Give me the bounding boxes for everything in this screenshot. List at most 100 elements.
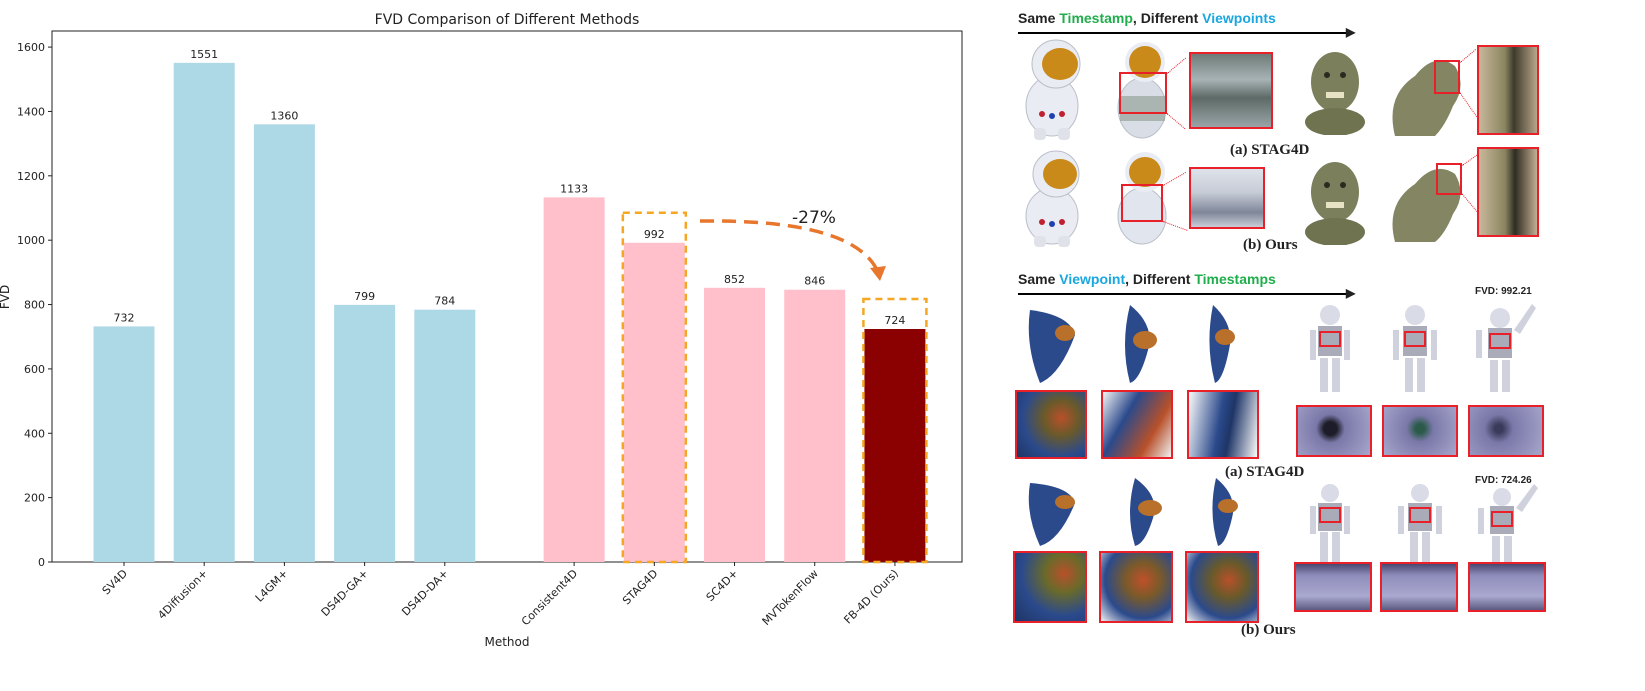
- x-tick-label: SC4D+: [704, 567, 741, 604]
- fish-3-ours: [1212, 478, 1238, 546]
- zoom-inset-fish-3-stag4d: [1187, 390, 1259, 459]
- y-tick-label: 200: [24, 492, 45, 505]
- bottom-header-p2: , Different: [1125, 271, 1195, 287]
- robot-3-stag4d: [1476, 304, 1536, 392]
- zoom-box-head-ours: [1436, 163, 1462, 195]
- top-header-arrow: [1018, 32, 1348, 34]
- zoom-inset-astronaut-ours: [1189, 167, 1265, 229]
- reduction-arrowhead: [870, 266, 886, 281]
- top-header-p3: Viewpoints: [1202, 10, 1276, 26]
- y-tick-label: 800: [24, 299, 45, 312]
- bar-ds4d-da-: [414, 309, 476, 562]
- bar-value-label: 846: [804, 275, 825, 288]
- astronaut-front-ours: [1025, 150, 1080, 247]
- zoom-box-astronaut-ours: [1121, 184, 1163, 222]
- bar-value-label: 852: [724, 273, 745, 286]
- x-tick-label: L4GM+: [253, 567, 291, 605]
- fvd-label-stag4d: FVD: 992.21: [1475, 286, 1532, 297]
- zoom-box-head-stag4d: [1434, 60, 1460, 94]
- bar-mvtokenflow: [784, 289, 846, 562]
- robot-1-ours: [1310, 484, 1350, 562]
- y-axis-label: FVD: [0, 285, 12, 309]
- zoom-inset-robot-1-stag4d: [1296, 405, 1372, 457]
- y-axis: 0 200 400 600 800 1000 1200 1400 1600: [17, 41, 52, 569]
- robot-1-stag4d: [1310, 305, 1350, 392]
- zoom-inset-robot-3-stag4d: [1468, 405, 1544, 457]
- bar-value-label: 1360: [270, 109, 298, 122]
- bar-fb-4d-ours-: [864, 329, 926, 562]
- chart-title: FVD Comparison of Different Methods: [375, 12, 640, 28]
- y-tick-label: 1200: [17, 170, 45, 183]
- head-side-stag4d: [1392, 60, 1461, 136]
- x-axis-label: Method: [484, 635, 529, 649]
- x-tick-label: DS4D-DA+: [399, 567, 451, 619]
- fish-2-ours: [1130, 478, 1162, 546]
- x-tick-label: DS4D-GA+: [319, 567, 371, 619]
- bar-value-label: 732: [114, 311, 135, 324]
- bar-value-label: 799: [354, 290, 375, 303]
- bottom-header-p1: Viewpoint: [1059, 271, 1126, 287]
- zoom-inset-head-stag4d: [1477, 45, 1539, 135]
- x-tick-label: STAG4D: [620, 567, 660, 607]
- highlight-box-fb-4d-ours-: [862, 297, 928, 564]
- fish-1-ours: [1028, 483, 1075, 546]
- astronaut-front-stag4d: [1025, 39, 1081, 140]
- x-tick-label: Consistent4D: [519, 567, 580, 628]
- x-tick-label: SV4D: [100, 567, 130, 597]
- x-tick-label: MVTokenFlow: [760, 567, 821, 628]
- top-header: Same Timestamp, Different Viewpoints ▶: [1018, 10, 1358, 38]
- bar-sv4d: [93, 326, 155, 562]
- bottom-header-p3: Timestamps: [1194, 271, 1276, 287]
- x-tick-label: 4Diffusion+: [155, 567, 210, 622]
- y-tick-label: 1400: [17, 105, 45, 118]
- fish-2-stag4d: [1125, 305, 1157, 383]
- zoom-inset-fish-3-ours: [1185, 551, 1259, 623]
- bar-value-label: 992: [644, 228, 665, 241]
- y-tick-label: 1600: [17, 41, 45, 54]
- fish-1-stag4d: [1028, 310, 1075, 383]
- zoom-inset-fish-1-ours: [1013, 551, 1087, 623]
- y-tick-label: 400: [24, 427, 45, 440]
- bar-value-label: 784: [434, 295, 455, 308]
- robot-3-ours: [1478, 484, 1538, 564]
- caption-top-ours: (b) Ours: [1243, 237, 1298, 253]
- zoom-inset-robot-3-ours: [1468, 562, 1546, 612]
- bar-value-label: 1133: [560, 182, 588, 195]
- fvd-bar-chart: FVD Comparison of Different Methods 732 1…: [0, 12, 963, 649]
- y-tick-label: 0: [38, 556, 45, 569]
- robot-2-ours: [1398, 484, 1442, 562]
- x-tick-label: FB-4D (Ours): [841, 567, 901, 627]
- reduction-label: -27%: [792, 208, 836, 228]
- bar-l4gm-: [253, 124, 315, 562]
- bottom-header-p0: Same: [1018, 271, 1060, 287]
- bar-4diffusion-: [173, 62, 235, 563]
- zoom-inset-fish-1-stag4d: [1015, 390, 1087, 459]
- zoom-inset-fish-2-ours: [1099, 551, 1173, 623]
- caption-bottom-stag4d: (a) STAG4D: [1225, 464, 1305, 480]
- caption-bottom-ours: (b) Ours: [1241, 622, 1296, 638]
- bar-value-label: 1551: [190, 48, 218, 61]
- zoom-inset-head-ours: [1477, 147, 1539, 237]
- bars-layer: 732 1551 1360 799 784 1133 992 852 846 724: [93, 48, 928, 564]
- bottom-header-arrow: [1018, 293, 1348, 295]
- bar-sc4d-: [704, 287, 766, 562]
- bar-consistent4d: [543, 197, 605, 562]
- bar-stag4d: [623, 242, 685, 563]
- astronaut-side-ours: [1117, 152, 1167, 245]
- head-side-ours: [1392, 168, 1461, 242]
- plot-frame: [51, 30, 963, 563]
- top-header-p0: Same: [1018, 10, 1060, 26]
- bar-ds4d-ga-: [334, 304, 396, 562]
- zoom-box-astronaut-stag4d: [1119, 72, 1167, 114]
- highlight-box-stag4d: [621, 211, 688, 564]
- arrow-right-icon: ▶: [1346, 25, 1356, 39]
- top-header-p1: Timestamp: [1059, 10, 1133, 26]
- reduction-annotation: -27%: [699, 208, 886, 281]
- y-tick-label: 600: [24, 363, 45, 376]
- robot-2-stag4d: [1393, 305, 1437, 392]
- y-tick-label: 1000: [17, 234, 45, 247]
- zoom-inset-robot-2-ours: [1380, 562, 1458, 612]
- zoom-inset-robot-2-stag4d: [1382, 405, 1458, 457]
- zoom-inset-fish-2-stag4d: [1101, 390, 1173, 459]
- top-header-p2: , Different: [1132, 10, 1203, 26]
